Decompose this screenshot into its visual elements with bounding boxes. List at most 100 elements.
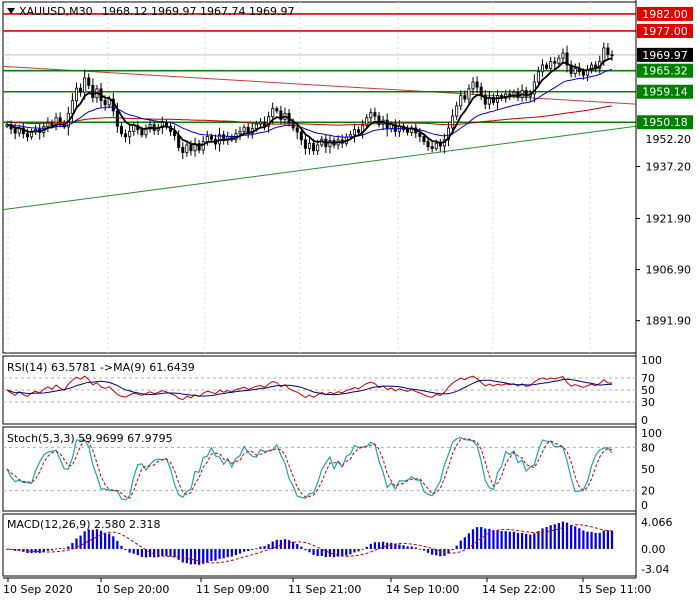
candle-29: [124, 129, 128, 143]
macd-bar-8: [38, 548, 41, 553]
macd-bar-75: [312, 548, 315, 555]
macd-bar-65: [271, 541, 274, 549]
candle-147: [606, 43, 610, 59]
macd-bar-49: [206, 548, 209, 563]
time-axis-label-6: 15 Sep 11:00: [578, 583, 651, 596]
candle-117: [483, 89, 487, 110]
macd-bar-60: [251, 548, 254, 550]
macd-bar-52: [218, 548, 221, 559]
macd-bar-113: [467, 533, 471, 549]
stochastic-signal-line: [6, 438, 613, 499]
macd-bar-69: [287, 540, 291, 549]
macd-axis-label-0: 4.066: [641, 516, 673, 529]
trendline-1[interactable]: [2, 125, 637, 211]
stochastic-axis-label-0: 100: [641, 427, 662, 440]
macd-bar-73: [304, 548, 307, 551]
candle-74: [307, 137, 312, 155]
resistance-price-label-0: 1982.00: [637, 6, 693, 21]
macd-bar-45: [189, 548, 193, 565]
macd-bar-20: [87, 529, 90, 549]
macd-bar-48: [202, 548, 205, 564]
macd-bar-83: [345, 548, 348, 556]
macd-bar-114: [471, 529, 475, 549]
macd-bar-99: [410, 546, 413, 549]
macd-panel[interactable]: MACD(12,26,9) 2.580 2.318: [2, 513, 637, 577]
time-axis-label-4: 14 Sep 10:00: [386, 583, 459, 596]
candle-130: [536, 66, 540, 88]
candle-2: [13, 123, 17, 140]
macd-bar-101: [418, 548, 421, 550]
macd-bar-36: [153, 548, 156, 558]
macd-bar-2: [14, 548, 17, 551]
macd-bar-46: [193, 548, 197, 565]
candle-57: [238, 126, 242, 140]
macd-bar-28: [120, 545, 123, 549]
candle-30: [128, 125, 132, 145]
macd-bar-41: [173, 548, 176, 558]
candle-111: [459, 90, 463, 111]
time-axis: 10 Sep 2020 10 Sep 20:00 11 Sep 09:00 11 Se…: [3, 577, 651, 596]
time-axis-label-1: 10 Sep 20:00: [96, 583, 169, 596]
macd-bar-54: [226, 548, 229, 558]
macd-bar-34: [144, 548, 148, 558]
main-grid: [7, 2, 591, 353]
header-triangle-icon[interactable]: [7, 8, 15, 14]
macd-bar-85: [353, 548, 356, 553]
macd-bar-44: [185, 548, 188, 564]
macd-bar-43: [181, 548, 184, 563]
candle-10: [46, 117, 50, 133]
candle-103: [426, 137, 430, 151]
macd-bar-27: [116, 540, 119, 549]
macd-bar-106: [439, 548, 442, 557]
price-tick-label-1: 1921.90: [646, 213, 692, 226]
macd-bar-37: [157, 548, 160, 558]
macd-bar-100: [414, 547, 417, 549]
macd-bar-118: [488, 528, 491, 549]
main-price-panel[interactable]: XAUUSD,M30 1968.12 1969.97 1967.74 1969.…: [2, 1, 637, 354]
macd-bar-115: [475, 527, 479, 549]
macd-bar-93: [386, 542, 389, 549]
macd-bar-56: [234, 548, 238, 556]
ma-fast-line: [6, 57, 613, 147]
stochastic-axis-label-4: 0: [641, 499, 648, 512]
macd-bar-25: [108, 533, 111, 549]
macd-bar-109: [451, 548, 454, 551]
candle-66: [275, 106, 279, 114]
candle-133: [549, 56, 553, 72]
macd-bar-102: [422, 548, 426, 551]
macd-bar-38: [161, 548, 164, 557]
candle-90: [373, 107, 377, 121]
macd-bar-18: [79, 535, 82, 549]
macd-bar-143: [590, 531, 593, 549]
candle-16: [70, 93, 74, 123]
macd-bar-74: [308, 548, 311, 553]
stochastic-lines: [6, 436, 613, 501]
support-price-label-0: 1965.32: [637, 63, 693, 78]
candle-28: [119, 122, 123, 137]
rsi-panel[interactable]: RSI(14) 63.5781 ->MA(9) 61.6439: [2, 355, 637, 425]
macd-bar-147: [606, 530, 610, 549]
macd-bar-86: [357, 548, 360, 552]
macd-bar-72: [300, 546, 303, 549]
candle-21: [91, 78, 95, 103]
macd-axis: 4.066 0.00 -3.04: [641, 516, 673, 576]
rsi-ma-line: [6, 378, 613, 397]
macd-bar-87: [361, 548, 364, 550]
candle-72: [299, 127, 303, 146]
candle-64: [267, 111, 271, 133]
resistance-price-label-1: 1977.00: [637, 23, 693, 38]
macd-bar-117: [484, 528, 487, 549]
candle-115: [475, 76, 479, 94]
rsi-axis-label-3: 30: [641, 396, 655, 409]
macd-bar-135: [557, 523, 560, 549]
macd-bar-33: [140, 548, 144, 557]
macd-label: MACD(12,26,9) 2.580 2.318: [7, 518, 161, 531]
macd-bar-144: [594, 532, 597, 549]
candle-98: [406, 125, 410, 136]
macd-bar-24: [103, 532, 107, 549]
stochastic-panel[interactable]: Stoch(5,3,3) 59.9699 67.9795: [2, 426, 637, 512]
macd-bar-130: [537, 531, 540, 549]
macd-bar-63: [263, 546, 266, 549]
